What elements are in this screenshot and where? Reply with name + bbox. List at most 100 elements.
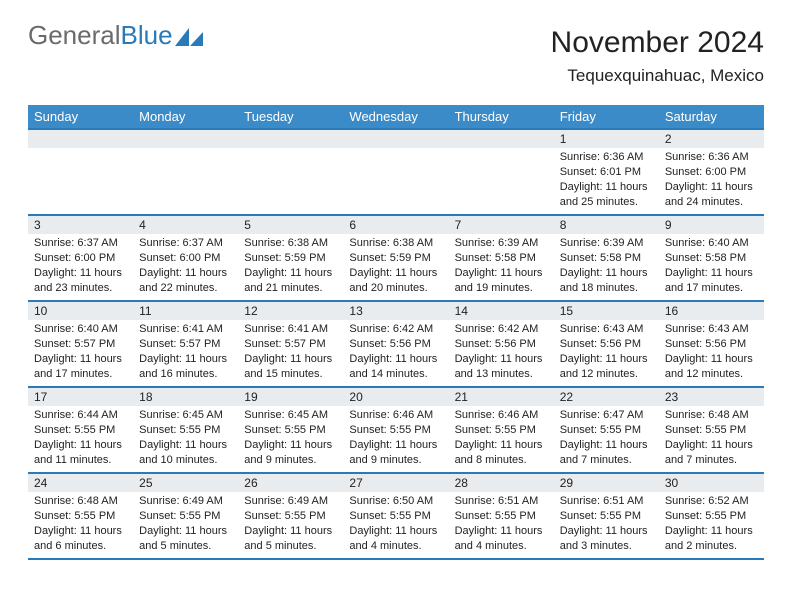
daylight-text: Daylight: 11 hours and 7 minutes. <box>560 438 653 468</box>
sunrise-text: Sunrise: 6:41 AM <box>244 322 337 337</box>
logo-sail-icon <box>175 28 203 46</box>
daylight-text: Daylight: 11 hours and 4 minutes. <box>455 524 548 554</box>
calendar-day-cell <box>28 129 133 215</box>
sunrise-text: Sunrise: 6:48 AM <box>665 408 758 423</box>
calendar-day-cell: 18Sunrise: 6:45 AMSunset: 5:55 PMDayligh… <box>133 387 238 473</box>
daylight-text: Daylight: 11 hours and 9 minutes. <box>349 438 442 468</box>
calendar-day-cell: 26Sunrise: 6:49 AMSunset: 5:55 PMDayligh… <box>238 473 343 559</box>
daylight-text: Daylight: 11 hours and 21 minutes. <box>244 266 337 296</box>
daylight-text: Daylight: 11 hours and 9 minutes. <box>244 438 337 468</box>
sunset-text: Sunset: 5:58 PM <box>665 251 758 266</box>
sunset-text: Sunset: 5:58 PM <box>455 251 548 266</box>
day-details <box>28 148 133 208</box>
day-details: Sunrise: 6:51 AMSunset: 5:55 PMDaylight:… <box>554 492 659 557</box>
sunset-text: Sunset: 5:55 PM <box>244 423 337 438</box>
day-details: Sunrise: 6:51 AMSunset: 5:55 PMDaylight:… <box>449 492 554 557</box>
calendar-week-row: 24Sunrise: 6:48 AMSunset: 5:55 PMDayligh… <box>28 473 764 559</box>
day-number: 15 <box>554 302 659 320</box>
day-number: 9 <box>659 216 764 234</box>
daylight-text: Daylight: 11 hours and 15 minutes. <box>244 352 337 382</box>
daylight-text: Daylight: 11 hours and 4 minutes. <box>349 524 442 554</box>
sunrise-text: Sunrise: 6:38 AM <box>349 236 442 251</box>
day-details: Sunrise: 6:41 AMSunset: 5:57 PMDaylight:… <box>133 320 238 385</box>
calendar-day-cell: 4Sunrise: 6:37 AMSunset: 6:00 PMDaylight… <box>133 215 238 301</box>
day-details: Sunrise: 6:40 AMSunset: 5:57 PMDaylight:… <box>28 320 133 385</box>
daylight-text: Daylight: 11 hours and 3 minutes. <box>560 524 653 554</box>
daylight-text: Daylight: 11 hours and 7 minutes. <box>665 438 758 468</box>
calendar-week-row: 1Sunrise: 6:36 AMSunset: 6:01 PMDaylight… <box>28 129 764 215</box>
calendar-week-row: 10Sunrise: 6:40 AMSunset: 5:57 PMDayligh… <box>28 301 764 387</box>
calendar-week-row: 3Sunrise: 6:37 AMSunset: 6:00 PMDaylight… <box>28 215 764 301</box>
sunset-text: Sunset: 5:55 PM <box>455 423 548 438</box>
sunrise-text: Sunrise: 6:43 AM <box>560 322 653 337</box>
sunset-text: Sunset: 6:00 PM <box>139 251 232 266</box>
daylight-text: Daylight: 11 hours and 16 minutes. <box>139 352 232 382</box>
calendar-day-cell: 27Sunrise: 6:50 AMSunset: 5:55 PMDayligh… <box>343 473 448 559</box>
day-details: Sunrise: 6:48 AMSunset: 5:55 PMDaylight:… <box>28 492 133 557</box>
sunrise-text: Sunrise: 6:41 AM <box>139 322 232 337</box>
sunset-text: Sunset: 6:01 PM <box>560 165 653 180</box>
day-details <box>343 148 448 208</box>
day-number: 7 <box>449 216 554 234</box>
sunset-text: Sunset: 5:56 PM <box>349 337 442 352</box>
day-number: 27 <box>343 474 448 492</box>
weekday-header: Thursday <box>449 105 554 129</box>
calendar-day-cell: 17Sunrise: 6:44 AMSunset: 5:55 PMDayligh… <box>28 387 133 473</box>
daylight-text: Daylight: 11 hours and 17 minutes. <box>665 266 758 296</box>
day-details: Sunrise: 6:52 AMSunset: 5:55 PMDaylight:… <box>659 492 764 557</box>
day-number <box>28 130 133 148</box>
sunrise-text: Sunrise: 6:39 AM <box>455 236 548 251</box>
day-details: Sunrise: 6:41 AMSunset: 5:57 PMDaylight:… <box>238 320 343 385</box>
sunrise-text: Sunrise: 6:51 AM <box>455 494 548 509</box>
day-details: Sunrise: 6:37 AMSunset: 6:00 PMDaylight:… <box>28 234 133 299</box>
day-details <box>133 148 238 208</box>
day-details: Sunrise: 6:46 AMSunset: 5:55 PMDaylight:… <box>343 406 448 471</box>
calendar-day-cell <box>238 129 343 215</box>
day-number: 8 <box>554 216 659 234</box>
sunrise-text: Sunrise: 6:46 AM <box>349 408 442 423</box>
sunrise-text: Sunrise: 6:45 AM <box>139 408 232 423</box>
weekday-header-row: Sunday Monday Tuesday Wednesday Thursday… <box>28 105 764 129</box>
day-details <box>449 148 554 208</box>
day-details: Sunrise: 6:43 AMSunset: 5:56 PMDaylight:… <box>554 320 659 385</box>
sunset-text: Sunset: 5:55 PM <box>139 509 232 524</box>
daylight-text: Daylight: 11 hours and 10 minutes. <box>139 438 232 468</box>
day-number <box>238 130 343 148</box>
sunrise-text: Sunrise: 6:44 AM <box>34 408 127 423</box>
day-number: 26 <box>238 474 343 492</box>
day-number: 13 <box>343 302 448 320</box>
calendar-day-cell: 13Sunrise: 6:42 AMSunset: 5:56 PMDayligh… <box>343 301 448 387</box>
daylight-text: Daylight: 11 hours and 11 minutes. <box>34 438 127 468</box>
daylight-text: Daylight: 11 hours and 17 minutes. <box>34 352 127 382</box>
sunrise-text: Sunrise: 6:42 AM <box>455 322 548 337</box>
calendar-day-cell: 2Sunrise: 6:36 AMSunset: 6:00 PMDaylight… <box>659 129 764 215</box>
calendar-day-cell <box>343 129 448 215</box>
logo: GeneralBlue <box>28 20 203 51</box>
calendar-day-cell: 7 Sunrise: 6:39 AMSunset: 5:58 PMDaylight… <box>449 215 554 301</box>
sunrise-text: Sunrise: 6:46 AM <box>455 408 548 423</box>
sunset-text: Sunset: 5:55 PM <box>560 509 653 524</box>
daylight-text: Daylight: 11 hours and 8 minutes. <box>455 438 548 468</box>
sunset-text: Sunset: 6:00 PM <box>665 165 758 180</box>
day-number: 5 <box>238 216 343 234</box>
daylight-text: Daylight: 11 hours and 19 minutes. <box>455 266 548 296</box>
weekday-header: Wednesday <box>343 105 448 129</box>
sunrise-text: Sunrise: 6:38 AM <box>244 236 337 251</box>
day-details: Sunrise: 6:50 AMSunset: 5:55 PMDaylight:… <box>343 492 448 557</box>
weekday-header: Friday <box>554 105 659 129</box>
sunrise-text: Sunrise: 6:52 AM <box>665 494 758 509</box>
calendar-day-cell: 21 Sunrise: 6:46 AMSunset: 5:55 PMDayligh… <box>449 387 554 473</box>
daylight-text: Daylight: 11 hours and 2 minutes. <box>665 524 758 554</box>
day-number <box>449 130 554 148</box>
calendar-day-cell: 5Sunrise: 6:38 AMSunset: 5:59 PMDaylight… <box>238 215 343 301</box>
calendar-day-cell: 14Sunrise: 6:42 AMSunset: 5:56 PMDayligh… <box>449 301 554 387</box>
calendar-day-cell: 16Sunrise: 6:43 AMSunset: 5:56 PMDayligh… <box>659 301 764 387</box>
sunrise-text: Sunrise: 6:48 AM <box>34 494 127 509</box>
daylight-text: Daylight: 11 hours and 14 minutes. <box>349 352 442 382</box>
day-number: 28 <box>449 474 554 492</box>
sunrise-text: Sunrise: 6:40 AM <box>34 322 127 337</box>
day-number <box>343 130 448 148</box>
logo-text-part1: General <box>28 20 121 50</box>
day-number: 21 <box>449 388 554 406</box>
day-details: Sunrise: 6:36 AMSunset: 6:00 PMDaylight:… <box>659 148 764 213</box>
